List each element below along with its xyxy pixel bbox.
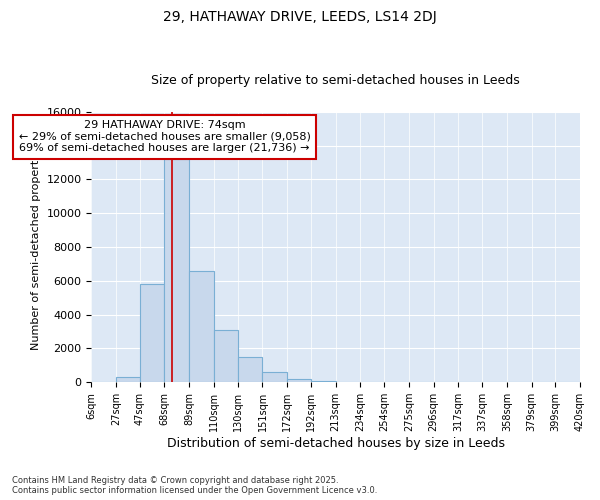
Bar [262, 372, 287, 382]
Bar [164, 159, 189, 382]
Bar [116, 377, 140, 382]
X-axis label: Distribution of semi-detached houses by size in Leeds: Distribution of semi-detached houses by … [167, 437, 505, 450]
Text: 29, HATHAWAY DRIVE, LEEDS, LS14 2DJ: 29, HATHAWAY DRIVE, LEEDS, LS14 2DJ [163, 10, 437, 24]
Title: Size of property relative to semi-detached houses in Leeds: Size of property relative to semi-detach… [151, 74, 520, 87]
Bar [311, 380, 335, 382]
Bar [189, 270, 214, 382]
Bar [214, 330, 238, 382]
Text: 29 HATHAWAY DRIVE: 74sqm
← 29% of semi-detached houses are smaller (9,058)
69% o: 29 HATHAWAY DRIVE: 74sqm ← 29% of semi-d… [19, 120, 310, 154]
Bar [287, 379, 311, 382]
Bar [140, 284, 164, 382]
Y-axis label: Number of semi-detached properties: Number of semi-detached properties [31, 144, 41, 350]
Bar [238, 357, 262, 382]
Text: Contains HM Land Registry data © Crown copyright and database right 2025.
Contai: Contains HM Land Registry data © Crown c… [12, 476, 377, 495]
